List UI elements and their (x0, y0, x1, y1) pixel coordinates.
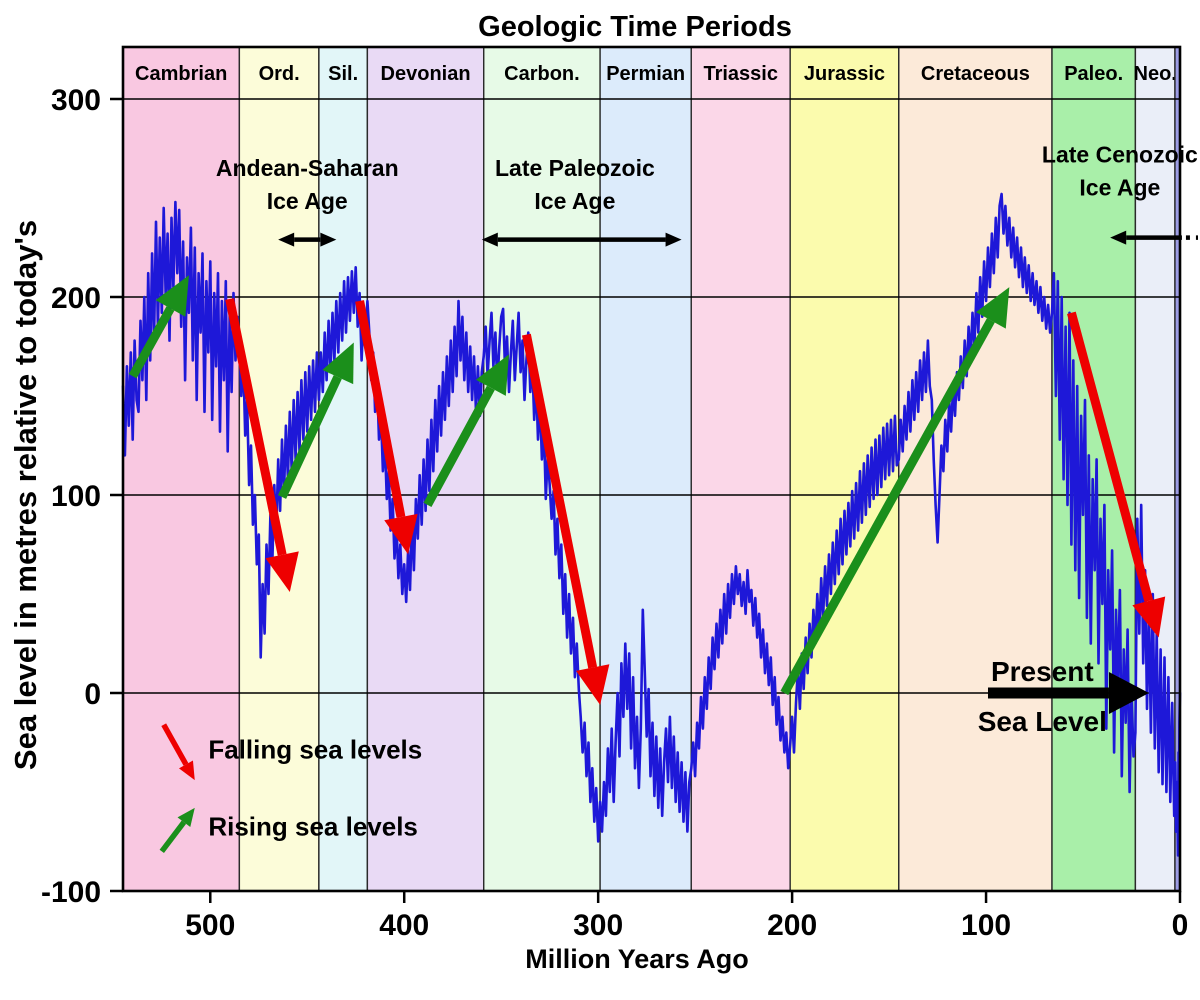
x-tick-label: 300 (573, 909, 623, 942)
arrow-head (481, 232, 498, 247)
arrow-head (177, 807, 195, 828)
y-axis-label: Sea level in metres relative to today's (8, 220, 43, 770)
rising-trend-arrow (780, 287, 1010, 696)
present-sea-level-label: Present (991, 656, 1094, 687)
y-tick-label: -100 (41, 876, 101, 909)
period-label: Cretaceous (921, 63, 1030, 85)
y-tick-label: 200 (51, 282, 101, 315)
present-sea-level-arrow (987, 672, 1149, 714)
period-band-carbon (483, 46, 601, 892)
trend-arrows (128, 275, 1166, 705)
ice-age-label: Ice Age (534, 188, 615, 214)
ice-age-label: Ice Age (1079, 174, 1160, 200)
x-tick-label: 200 (767, 909, 817, 942)
arrow-head (1132, 596, 1166, 638)
chart-border (121, 45, 1182, 893)
ice-age-span-arrow (481, 232, 682, 247)
arrow-shaft (161, 723, 189, 766)
ice-age-label: Late Cenozoic (1042, 141, 1198, 167)
falling-trend-arrow (355, 300, 418, 555)
period-band-triassic (690, 46, 791, 892)
period-label: Cambrian (135, 63, 227, 85)
period-label: Triassic (703, 63, 778, 85)
arrow-shaft (780, 318, 995, 696)
ice-age-label: Late Paleozoic (495, 155, 655, 181)
y-tick-label: 100 (51, 480, 101, 513)
present-sea-level-label: Sea Level (978, 706, 1107, 737)
period-band-cretaceous (898, 46, 1053, 892)
arrow-head (265, 551, 299, 593)
sea-level-line (121, 192, 1182, 857)
arrow-head (322, 342, 354, 385)
period-bands: Cambrian Ord. Sil. Devonian Carbon. Permian Tr… (122, 46, 1181, 892)
period-label: Sil. (328, 63, 358, 85)
period-label: Ord. (259, 63, 300, 85)
ice-age-span-arrow (1110, 230, 1182, 245)
arrow-head (178, 760, 195, 781)
arrow-head (576, 664, 610, 705)
y-tick-label: 0 (84, 678, 101, 711)
arrow-head (1108, 672, 1149, 714)
arrow-head (665, 232, 682, 247)
arrow-shaft (1067, 311, 1154, 603)
sea-level-curve (121, 192, 1182, 857)
period-band-sil (318, 46, 369, 892)
falling-trend-arrow (1067, 311, 1166, 638)
chart-title: Geologic Time Periods (478, 11, 792, 43)
arrow-shaft (423, 385, 495, 508)
falling-trend-arrow (225, 298, 299, 593)
x-tick-label: 0 (1172, 909, 1189, 942)
x-tick-label: 400 (379, 909, 429, 942)
rising-legend-arrow (159, 807, 195, 854)
arrow-head (384, 513, 418, 555)
x-tick-label: 100 (961, 909, 1011, 942)
falling-legend-arrow (161, 723, 195, 781)
rising-trend-arrow (277, 342, 354, 499)
x-axis-label: Million Years Ago (525, 944, 749, 974)
rising-trend-arrow (423, 354, 509, 508)
arrow-head (1110, 230, 1127, 245)
annotations: Andean-Saharan Ice Age Late Paleozoic Ice A… (159, 141, 1198, 854)
y-tick-label: 300 (51, 84, 101, 117)
arrow-head (475, 354, 509, 396)
period-label: Permian (606, 63, 685, 85)
arrow-shaft (159, 820, 187, 854)
arrow-head (155, 275, 189, 317)
arrow-shaft (277, 375, 342, 499)
ice-age-label: Ice Age (267, 188, 348, 214)
plot-frame (121, 45, 1182, 893)
period-label: Neo. (1134, 63, 1177, 85)
x-tick-label: 500 (185, 909, 235, 942)
period-label: Jurassic (804, 63, 885, 85)
arrow-shaft (128, 306, 175, 379)
ice-age-label: Andean-Saharan (216, 155, 399, 181)
period-label: Devonian (381, 63, 471, 85)
arrow-head (320, 232, 337, 247)
period-label: Carbon. (504, 63, 580, 85)
axis-ticks: 300 200 100 0 -100 500 400 300 200 100 0 (41, 84, 1188, 942)
arrow-shaft (355, 300, 406, 518)
ice-age-span-arrow (278, 232, 337, 247)
legend-label: Falling sea levels (208, 734, 422, 764)
falling-trend-arrow (521, 333, 610, 705)
legend-label: Rising sea levels (208, 812, 418, 842)
arrow-head (278, 232, 295, 247)
arrow-shaft (225, 298, 287, 556)
rising-trend-arrow (128, 275, 189, 379)
arrow-shaft (521, 333, 598, 669)
period-label: Paleo. (1064, 63, 1123, 85)
arrow-head (976, 287, 1010, 329)
